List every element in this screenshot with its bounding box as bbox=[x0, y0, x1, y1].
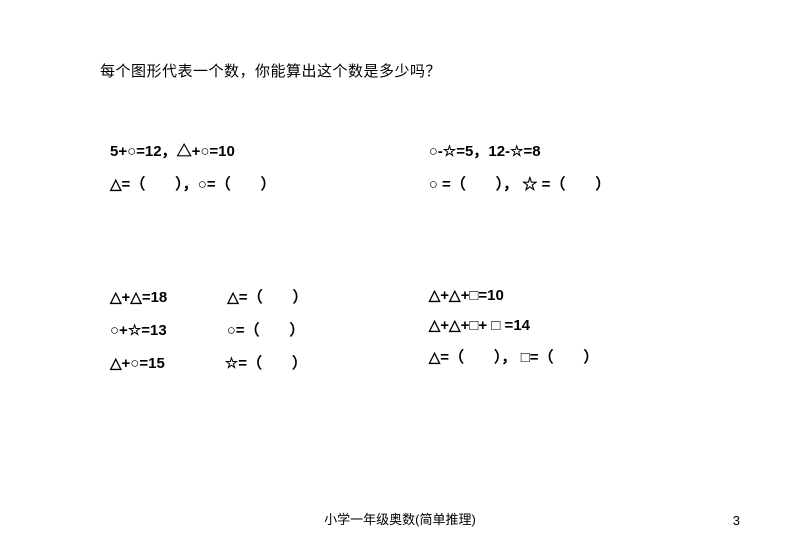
row-2: △+△=18 △=（ ） ○+☆=13 ○=（ ） △+○=15 ☆=（ ） △… bbox=[110, 286, 710, 385]
p2-line2: ○ =（ ）， ☆ =（ ） bbox=[429, 173, 710, 194]
footer-text: 小学一年级奥数(简单推理) bbox=[0, 509, 800, 528]
p1-line2: △=（ ），○=（ ） bbox=[110, 173, 429, 194]
p2-line1: ○-☆=5，12-☆=8 bbox=[429, 140, 710, 161]
p4-line1: △+△+□=10 bbox=[429, 286, 710, 304]
p3-line2: ○+☆=13 ○=（ ） bbox=[110, 319, 429, 340]
problem-4: △+△+□=10 △+△+□+ □ =14 △=（ ）， □=（ ） bbox=[429, 286, 710, 385]
problems-container: 5+○=12，△+○=10 △=（ ），○=（ ） ○-☆=5，12-☆=8 ○… bbox=[110, 140, 710, 465]
p4-line2: △+△+□+ □ =14 bbox=[429, 316, 710, 334]
p4-line3: △=（ ）， □=（ ） bbox=[429, 346, 710, 367]
p1-line1: 5+○=12，△+○=10 bbox=[110, 140, 429, 161]
row-1: 5+○=12，△+○=10 △=（ ），○=（ ） ○-☆=5，12-☆=8 ○… bbox=[110, 140, 710, 206]
problem-2: ○-☆=5，12-☆=8 ○ =（ ）， ☆ =（ ） bbox=[429, 140, 710, 206]
problem-1: 5+○=12，△+○=10 △=（ ），○=（ ） bbox=[110, 140, 429, 206]
p3-line1: △+△=18 △=（ ） bbox=[110, 286, 429, 307]
p3-line3: △+○=15 ☆=（ ） bbox=[110, 352, 429, 373]
problem-3: △+△=18 △=（ ） ○+☆=13 ○=（ ） △+○=15 ☆=（ ） bbox=[110, 286, 429, 385]
page-number: 3 bbox=[733, 513, 740, 528]
question-text: 每个图形代表一个数，你能算出这个数是多少吗？ bbox=[100, 60, 441, 81]
